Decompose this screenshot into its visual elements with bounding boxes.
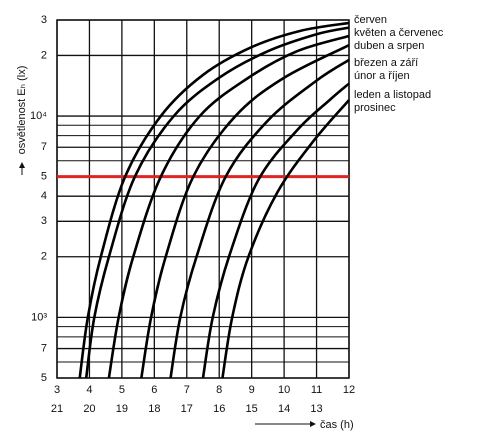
y-tick-label: 10⁴ bbox=[30, 110, 47, 122]
x-tick-label-second: 20 bbox=[83, 403, 95, 415]
x-tick-label-second: 19 bbox=[116, 403, 128, 415]
y-tick-label: 2 bbox=[41, 251, 47, 263]
y-tick-label: 5 bbox=[41, 171, 47, 183]
y-tick-label: 7 bbox=[41, 141, 47, 153]
curve bbox=[107, 34, 350, 379]
x-tick-label-second: 21 bbox=[51, 403, 63, 415]
y-tick-label: 4 bbox=[41, 190, 47, 202]
x-tick-label-second: 17 bbox=[181, 403, 193, 415]
x-axis-label: čas (h) bbox=[320, 419, 354, 431]
curve bbox=[140, 43, 350, 379]
y-tick-label: 3 bbox=[41, 215, 47, 227]
x-tick-label-second: 18 bbox=[148, 403, 160, 415]
x-tick-label: 6 bbox=[151, 384, 157, 396]
legend-label: březen a září bbox=[354, 57, 418, 69]
y-tick-label: 3 bbox=[41, 14, 47, 26]
x-tick-label: 5 bbox=[119, 384, 125, 396]
legend-label: leden a listopad bbox=[354, 89, 431, 101]
x-tick-label: 8 bbox=[216, 384, 222, 396]
x-tick-label: 11 bbox=[311, 384, 322, 396]
legend-label: květen a červenec bbox=[354, 27, 444, 39]
y-tick-label: 5 bbox=[41, 372, 47, 384]
x-tick-label-second: 15 bbox=[246, 403, 258, 415]
curve bbox=[84, 26, 350, 379]
x-tick-label-second: 14 bbox=[278, 403, 290, 415]
legend-label: červen bbox=[354, 14, 387, 26]
x-tick-label: 9 bbox=[249, 384, 255, 396]
x-tick-label: 3 bbox=[54, 384, 60, 396]
legend-label: prosinec bbox=[354, 102, 396, 114]
y-axis-label: osvětlenost Eₕ (lx) bbox=[16, 66, 28, 155]
curve bbox=[201, 82, 350, 379]
curve bbox=[221, 99, 350, 379]
legend-label: únor a říjen bbox=[354, 70, 410, 82]
x-tick-label: 10 bbox=[278, 384, 290, 396]
x-arrow-head bbox=[310, 421, 316, 427]
x-tick-label-second: 13 bbox=[310, 403, 322, 415]
y-tick-label: 2 bbox=[41, 49, 47, 61]
x-tick-label: 4 bbox=[86, 384, 92, 396]
legend-label: duben a srpen bbox=[354, 40, 424, 52]
x-tick-label: 7 bbox=[184, 384, 190, 396]
curve bbox=[78, 21, 350, 379]
y-tick-label: 7 bbox=[41, 342, 47, 354]
x-tick-label-second: 16 bbox=[213, 403, 225, 415]
y-tick-label: 10³ bbox=[31, 311, 47, 323]
x-tick-label: 12 bbox=[343, 384, 355, 396]
y-arrow-head bbox=[19, 162, 25, 168]
curve bbox=[169, 58, 350, 379]
